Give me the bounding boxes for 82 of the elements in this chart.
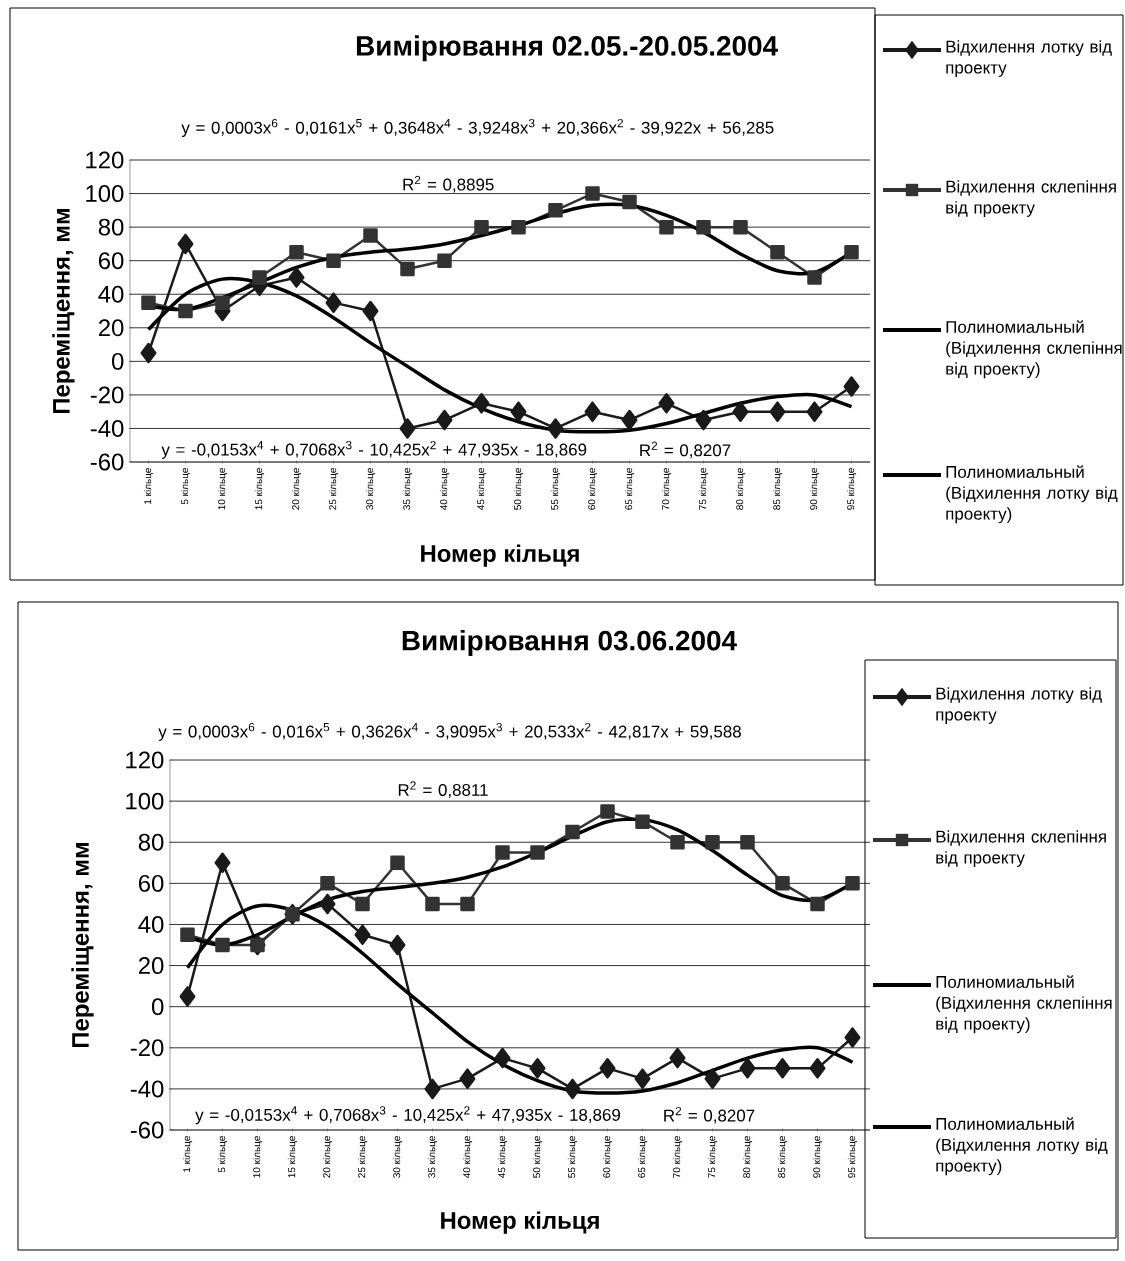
y-tick-label: 0	[151, 998, 164, 1016]
x-tick-label: 10 кільце	[217, 468, 228, 510]
y-tick-label: 120	[86, 151, 124, 169]
annotation: R$^{2}$ = 0,8811	[398, 781, 488, 798]
x-tick-label: 50 кільце	[513, 468, 524, 510]
x-tick-label: 80 кільце	[742, 1136, 753, 1178]
legend-label: Відхилення лотку від проекту	[946, 40, 1112, 77]
y-tick-label: 100	[126, 792, 164, 810]
x-tick-label: 60 кільце	[587, 468, 598, 510]
text: y = 0,0003x$^{6}$ - 0,0161x$^{5}$ + 0,3648x$^{4}$ - 3,9248x$^{3}$ + 20,366x$^{2}$ - 39,922x + 56,285	[181, 118, 774, 138]
x-tick-label: 15 кільце	[287, 1136, 298, 1178]
annotation: y = -0,0153x$^{4}$ + 0,7068x$^{3}$ - 10,425x$^{2}$ + 47,935x - 18,869	[195, 1106, 620, 1125]
y-tick-label: -20	[130, 1039, 164, 1057]
x-tick-label: 35 кільце	[427, 1136, 438, 1178]
y-tick-label: 20	[138, 957, 164, 975]
legend-label: Відхилення лотку від проекту	[936, 687, 1102, 724]
annotation: R$^{2}$ = 0,8895	[403, 175, 494, 193]
y-tick-label: -60	[130, 1121, 164, 1139]
legend-label: Полиномиальный (Відхилення склепіння від проекту)	[936, 975, 1112, 1034]
y-axis-title: Переміщення, мм	[71, 843, 94, 1048]
y-tick-label: 120	[126, 751, 164, 769]
text: y = 0,0003x$^{6}$ - 0,016x$^{5}$ + 0,3626x$^{4}$ - 3,9095x$^{3}$ + 20,533x$^{2}$ - 42,817x + 59,588	[158, 722, 741, 741]
y-tick-label: 80	[98, 218, 124, 236]
legend-label: Полиномиальный (Відхилення склепіння від проекту)	[946, 320, 1122, 379]
x-tick-label: 35 кільце	[402, 468, 413, 510]
y-axis-title: Переміщення, мм	[52, 209, 75, 414]
y-tick-label: 60	[98, 252, 124, 270]
x-tick-label: 30 кільце	[392, 1136, 403, 1178]
legend-label: Полиномиальный (Відхилення лотку від проекту)	[936, 1117, 1108, 1176]
x-tick-label: 20 кільце	[322, 1136, 333, 1178]
x-tick-label: 50 кільце	[532, 1136, 543, 1178]
annotation: R$^{2}$ = 0,8207	[664, 1106, 755, 1124]
x-tick-label: 45 кільце	[476, 468, 487, 510]
x-tick-label: 15 кільце	[254, 468, 265, 510]
x-tick-label: 10 кільце	[252, 1136, 263, 1178]
x-tick-label: 20 кільце	[291, 468, 302, 510]
x-axis-title: Номер кільця	[421, 544, 579, 567]
x-tick-label: 60 кільце	[602, 1136, 613, 1178]
y-tick-label: -40	[90, 420, 124, 437]
x-tick-label: 25 кільце	[357, 1136, 368, 1178]
x-tick-label: 90 кільце	[809, 468, 820, 510]
y-tick-label: 60	[138, 874, 164, 892]
y-tick-label: 40	[138, 916, 164, 933]
x-tick-label: 85 кільце	[772, 468, 783, 510]
x-tick-label: 5 кільце	[180, 468, 191, 505]
x-tick-label: 5 кільце	[217, 1136, 228, 1173]
x-tick-label: 40 кільце	[462, 1136, 473, 1178]
x-tick-label: 45 кільце	[497, 1136, 508, 1178]
x-tick-label: 80 кільце	[735, 468, 746, 510]
chart-title: Вимірювання 02.05.-20.05.2004	[356, 35, 778, 62]
x-tick-label: 1 кільце	[143, 468, 154, 504]
x-tick-label: 85 кільце	[777, 1136, 788, 1178]
legend-label: Відхилення склепіння від проекту	[936, 830, 1106, 867]
x-tick-label: 1 кільце	[182, 1136, 193, 1172]
x-tick-label: 95 кільце	[846, 468, 857, 510]
annotation: R$^{2}$ = 0,8207	[640, 441, 731, 459]
x-tick-label: 30 кільце	[365, 468, 376, 510]
y-tick-label: 0	[111, 352, 124, 370]
x-tick-label: 95 кільце	[847, 1136, 858, 1178]
y-tick-label: -40	[130, 1080, 164, 1098]
annotation: y = -0,0153x$^{4}$ + 0,7068x$^{3}$ - 10,425x$^{2}$ + 47,935x - 18,869	[161, 440, 587, 459]
x-tick-label: 75 кільце	[698, 468, 709, 510]
y-tick-label: 100	[86, 185, 124, 203]
x-tick-label: 65 кільце	[637, 1136, 648, 1178]
legend-label: Відхилення склепіння від проекту	[946, 180, 1116, 217]
chart-title: Вимірювання 03.06.2004	[402, 630, 737, 657]
x-tick-label: 40 кільце	[439, 468, 450, 510]
y-tick-label: 40	[98, 285, 124, 303]
y-tick-label: 20	[98, 319, 124, 337]
y-tick-label: -20	[90, 386, 124, 404]
x-tick-label: 55 кільце	[550, 468, 561, 510]
y-tick-label: 80	[138, 833, 164, 851]
x-tick-label: 70 кільце	[661, 468, 672, 510]
x-tick-label: 65 кільце	[624, 468, 635, 510]
y-tick-label: -60	[90, 453, 124, 471]
legend-label: Полиномиальный (Відхилення лотку від проекту)	[946, 465, 1118, 524]
x-tick-label: 70 кільце	[672, 1136, 683, 1178]
x-axis-title: Номер кільця	[441, 1211, 599, 1234]
x-tick-label: 75 кільце	[707, 1136, 718, 1178]
x-tick-label: 90 кільце	[812, 1136, 823, 1178]
x-tick-label: 55 кільце	[567, 1136, 578, 1178]
x-tick-label: 25 кільце	[328, 468, 339, 510]
